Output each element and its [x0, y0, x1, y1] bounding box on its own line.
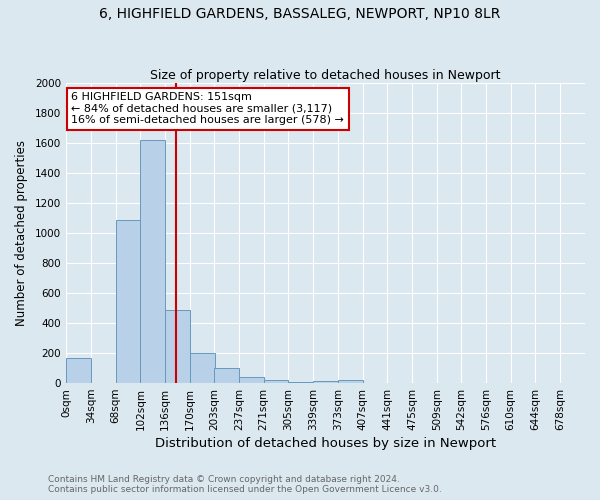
X-axis label: Distribution of detached houses by size in Newport: Distribution of detached houses by size …: [155, 437, 496, 450]
Bar: [214, 368, 239, 383]
Bar: [116, 220, 140, 383]
Text: 6 HIGHFIELD GARDENS: 151sqm
← 84% of detached houses are smaller (3,117)
16% of : 6 HIGHFIELD GARDENS: 151sqm ← 84% of det…: [71, 92, 344, 126]
Bar: [140, 140, 165, 383]
Bar: [289, 382, 313, 383]
Bar: [313, 381, 338, 383]
Bar: [338, 380, 362, 383]
Bar: [239, 377, 263, 383]
Title: Size of property relative to detached houses in Newport: Size of property relative to detached ho…: [150, 69, 501, 82]
Bar: [190, 353, 215, 383]
Text: 6, HIGHFIELD GARDENS, BASSALEG, NEWPORT, NP10 8LR: 6, HIGHFIELD GARDENS, BASSALEG, NEWPORT,…: [100, 8, 500, 22]
Text: Contains HM Land Registry data © Crown copyright and database right 2024.
Contai: Contains HM Land Registry data © Crown c…: [48, 475, 442, 494]
Bar: [263, 380, 289, 383]
Y-axis label: Number of detached properties: Number of detached properties: [15, 140, 28, 326]
Bar: [165, 310, 190, 383]
Bar: [66, 358, 91, 383]
